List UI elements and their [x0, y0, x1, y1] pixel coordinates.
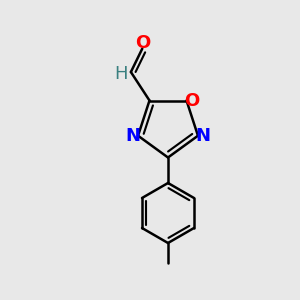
Text: O: O [135, 34, 150, 52]
Text: N: N [196, 127, 211, 145]
Text: N: N [125, 127, 140, 145]
Text: H: H [115, 65, 128, 83]
Text: O: O [184, 92, 200, 110]
